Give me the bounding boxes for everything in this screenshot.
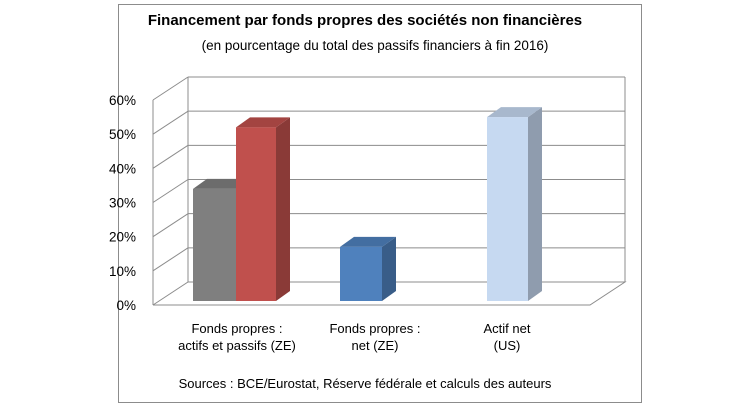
x-category-label: actifs et passifs (ZE) <box>178 338 296 353</box>
label-layer: 0% 10% 20% 30% 40% 50% 60% Fonds propres : actif… <box>109 93 531 353</box>
gridline-diagonal <box>152 110 189 135</box>
chart-subtitle: (en pourcentage du total des passifs fin… <box>201 38 549 53</box>
bar-side <box>382 236 396 301</box>
bar-front <box>487 117 528 301</box>
bar-top <box>193 178 250 189</box>
bar <box>236 117 290 301</box>
bar-layer <box>193 107 542 301</box>
bar <box>487 107 542 301</box>
gridline-diagonal <box>152 213 189 238</box>
bar-top <box>487 107 542 118</box>
x-category-label: Fonds propres : <box>329 321 420 336</box>
chart-source: Sources : BCE/Eurostat, Réserve fédérale… <box>178 376 552 391</box>
gridline-diagonal <box>152 247 189 272</box>
bar-front <box>236 127 276 301</box>
y-tick-label: 0% <box>116 298 136 313</box>
y-tick-label: 20% <box>109 230 136 245</box>
y-tick-label: 10% <box>109 264 136 279</box>
y-tick-label: 60% <box>109 93 136 108</box>
x-category-label: Fonds propres : <box>191 321 282 336</box>
bar-top <box>340 236 396 247</box>
bar <box>340 236 396 301</box>
gridline-diagonal <box>152 76 189 101</box>
bar-front <box>193 188 236 301</box>
y-tick-label: 50% <box>109 127 136 142</box>
gridline-diagonal <box>152 179 189 203</box>
x-category-label: (US) <box>494 338 521 353</box>
bar-side <box>528 107 542 301</box>
gridline-diagonal <box>152 144 189 169</box>
bar-side <box>276 117 290 301</box>
x-category-label: net (ZE) <box>352 338 399 353</box>
x-category-label: Actif net <box>484 321 531 336</box>
chart-title: Financement par fonds propres des sociét… <box>147 12 583 29</box>
bar-top <box>236 117 290 128</box>
y-tick-label: 40% <box>109 161 136 176</box>
bar-front <box>340 246 382 301</box>
y-tick-label: 30% <box>109 196 136 211</box>
